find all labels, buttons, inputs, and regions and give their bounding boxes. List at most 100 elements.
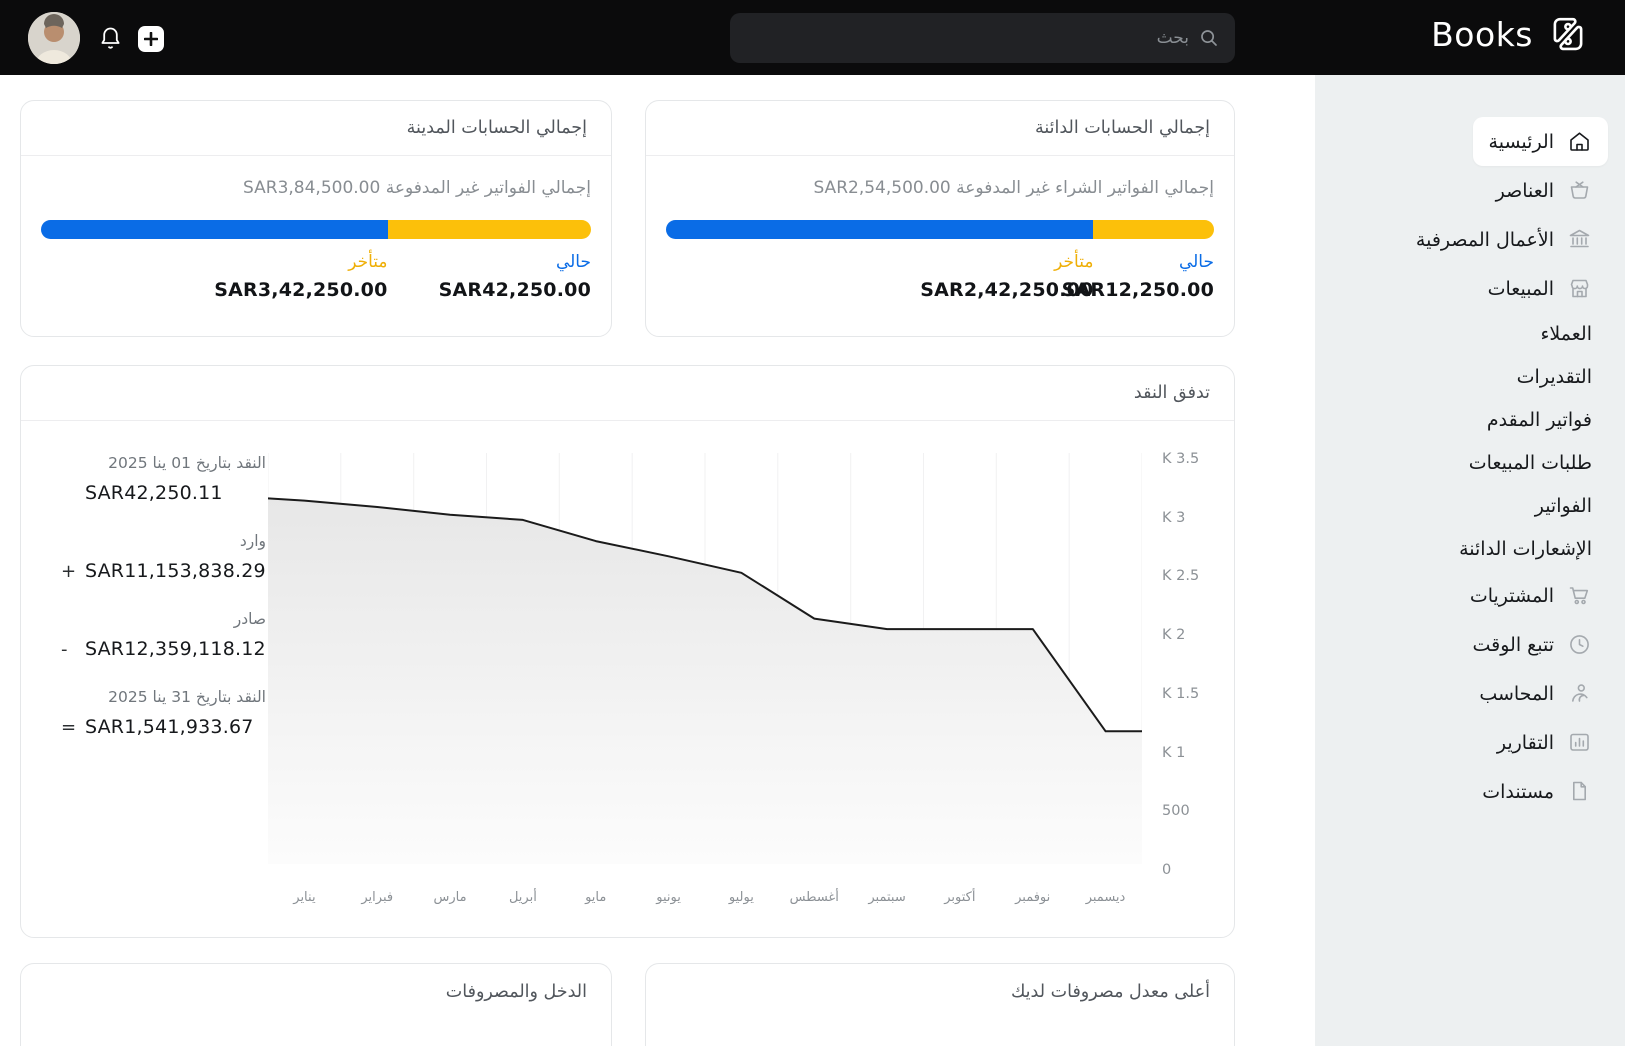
value-tick-label: 0 (1162, 862, 1172, 878)
sidebar-item-retainer-invoices[interactable]: فواتير المقدم (1471, 399, 1608, 442)
value-tick-label: K 1.5 (1162, 685, 1200, 702)
income-expense-title: الدخل والمصروفات (445, 981, 587, 1002)
clock-icon (1567, 632, 1592, 657)
person-icon (1567, 681, 1592, 706)
income-expense-card: الدخل والمصروفات (20, 963, 612, 1046)
sidebar-item-accountant[interactable]: المحاسب (1463, 669, 1608, 718)
cash-summary-label: النقد بتاريخ 31 ينا 2025 (108, 688, 266, 706)
basket-icon (1567, 178, 1592, 203)
payables-overdue-segment (1093, 220, 1214, 239)
sidebar-item-home[interactable]: الرئيسية (1472, 117, 1608, 166)
cash-summary-label: وارد (239, 532, 266, 550)
sidebar-item-sales[interactable]: المبيعات (1472, 264, 1608, 313)
value-tick-label: K 3.5 (1162, 451, 1200, 467)
month-tick-label: مايو (585, 890, 607, 905)
cash-flow-chart (268, 453, 1142, 864)
cart-icon (1567, 583, 1592, 608)
receivables-current-value: SAR42,250.00 (438, 279, 591, 301)
value-tick-label: 500 (1162, 803, 1190, 820)
avatar-photo (28, 12, 80, 64)
plus-icon (144, 32, 158, 46)
sidebar-item-label: مستندات (1482, 780, 1554, 803)
payables-overdue: متأخر SAR2,42,250.00 (920, 252, 1094, 301)
cash-summary-value: SAR12,359,118.12 (85, 638, 266, 660)
sidebar-item-label: العناصر (1495, 179, 1554, 202)
value-tick-label: K 1 (1162, 744, 1186, 761)
reports-icon (1567, 730, 1592, 755)
cash-summary-value: SAR11,153,838.29 (85, 560, 266, 582)
cash-flow-title: تدفق النقد (1133, 383, 1210, 403)
chart-month-axis: يناير فبراير مارس أبريل مايو يونيو يوليو أغسطس س… (268, 890, 1142, 905)
receivables-overdue-value: SAR3,42,250.00 (214, 279, 388, 301)
books-logo-icon (1553, 17, 1583, 51)
sidebar-item-label: المبيعات (1487, 277, 1554, 300)
sidebar-item-sales-orders[interactable]: طلبات المبيعات (1453, 442, 1608, 485)
receivables-card-title: إجمالي الحسابات المدينة (406, 118, 587, 138)
sidebar-item-label: التقارير (1496, 731, 1554, 754)
sidebar-item-label: الرئيسية (1488, 130, 1554, 153)
sidebar-item-credit-notes[interactable]: الإشعارات الدائنة (1443, 528, 1608, 571)
notifications-bell-icon[interactable] (98, 25, 123, 52)
sidebar-item-items[interactable]: العناصر (1480, 166, 1608, 215)
sidebar-item-purchases[interactable]: المشتريات (1454, 571, 1608, 620)
sidebar-item-label: تتبع الوقت (1472, 633, 1554, 656)
month-tick-label: مارس (433, 890, 467, 905)
document-icon (1567, 779, 1592, 804)
top-expenses-title: أعلى معدل مصروفات لديك (1010, 981, 1210, 1002)
topbar: Books (0, 0, 1625, 75)
sidebar-item-label: التقديرات (1516, 366, 1592, 388)
cash-summary-sign: + (61, 561, 77, 582)
cash-summary-value: SAR1,541,933.67 (85, 716, 254, 738)
receivables-total-value: SAR3,84,500.00 (243, 178, 381, 198)
user-avatar[interactable] (28, 12, 80, 64)
quick-create-button[interactable] (138, 26, 164, 52)
cash-summary-value: SAR42,250.11 (85, 482, 223, 504)
sidebar-item-customers[interactable]: العملاء (1525, 313, 1609, 356)
value-tick-label: K 2 (1162, 627, 1186, 644)
receivables-current: حالي SAR42,250.00 (438, 252, 591, 301)
receivables-progress-bar (41, 220, 591, 239)
sidebar-item-banking[interactable]: الأعمال المصرفية (1400, 215, 1608, 264)
month-tick-label: أغسطس (789, 890, 839, 905)
month-tick-label: يوليو (728, 890, 754, 905)
cash-flow-summary: النقد بتاريخ 01 ينا 2025 SAR42,250.11 وارد… (61, 454, 266, 766)
payables-overdue-value: SAR2,42,250.00 (920, 279, 1094, 301)
sidebar-item-label: الفواتير (1534, 495, 1592, 517)
month-tick-label: يونيو (656, 890, 681, 905)
month-tick-label: يناير (293, 890, 316, 905)
sidebar-item-label: العملاء (1540, 323, 1593, 345)
payables-current-segment (666, 220, 1094, 239)
sidebar-item-label: طلبات المبيعات (1468, 452, 1592, 474)
month-tick-label: سبتمبر (868, 890, 906, 905)
month-tick-label: فبراير (361, 890, 394, 905)
payables-card-title: إجمالي الحسابات الدائنة (1034, 118, 1210, 138)
books-logo-text: Books (1431, 14, 1533, 54)
payables-total-value: SAR2,54,500.00 (813, 178, 951, 198)
sidebar-item-label: المشتريات (1469, 584, 1554, 607)
month-tick-label: أكتوبر (944, 890, 976, 905)
home-icon (1567, 129, 1592, 154)
receivables-subtitle: إجمالي الفواتير غير المدفوعة SAR3,84,500… (243, 178, 591, 198)
receivables-overdue: متأخر SAR3,42,250.00 (214, 252, 388, 301)
search-input[interactable] (730, 13, 1235, 63)
total-payables-card: إجمالي الحسابات الدائنة إجمالي الفواتير … (645, 100, 1235, 337)
bank-icon (1567, 227, 1592, 252)
sidebar-item-label: فواتير المقدم (1486, 409, 1592, 431)
sidebar-item-estimates[interactable]: التقديرات (1501, 356, 1608, 399)
value-tick-label: K 3 (1162, 509, 1186, 526)
cash-summary-sign: = (61, 717, 77, 738)
sidebar: الرئيسية العناصر الأعمال المصرفية المبيعات ا… (1315, 75, 1625, 1046)
sidebar-item-label: الأعمال المصرفية (1415, 228, 1554, 251)
sidebar-item-invoices[interactable]: الفواتير (1519, 485, 1608, 528)
payables-subtitle: إجمالي الفواتير الشراء غير المدفوعة SAR2… (813, 178, 1214, 198)
month-tick-label: أبريل (508, 890, 537, 905)
store-icon (1567, 276, 1592, 301)
value-tick-label: K 2.5 (1162, 568, 1200, 585)
sidebar-item-documents[interactable]: مستندات (1466, 767, 1608, 816)
sidebar-item-label: الإشعارات الدائنة (1459, 538, 1592, 560)
sidebar-item-reports[interactable]: التقارير (1481, 718, 1608, 767)
top-expenses-card: أعلى معدل مصروفات لديك (645, 963, 1235, 1046)
cash-summary-item-2: صادر - SAR12,359,118.12 (61, 610, 266, 660)
books-logo[interactable]: Books (1431, 13, 1589, 55)
sidebar-item-time-tracking[interactable]: تتبع الوقت (1456, 620, 1608, 669)
